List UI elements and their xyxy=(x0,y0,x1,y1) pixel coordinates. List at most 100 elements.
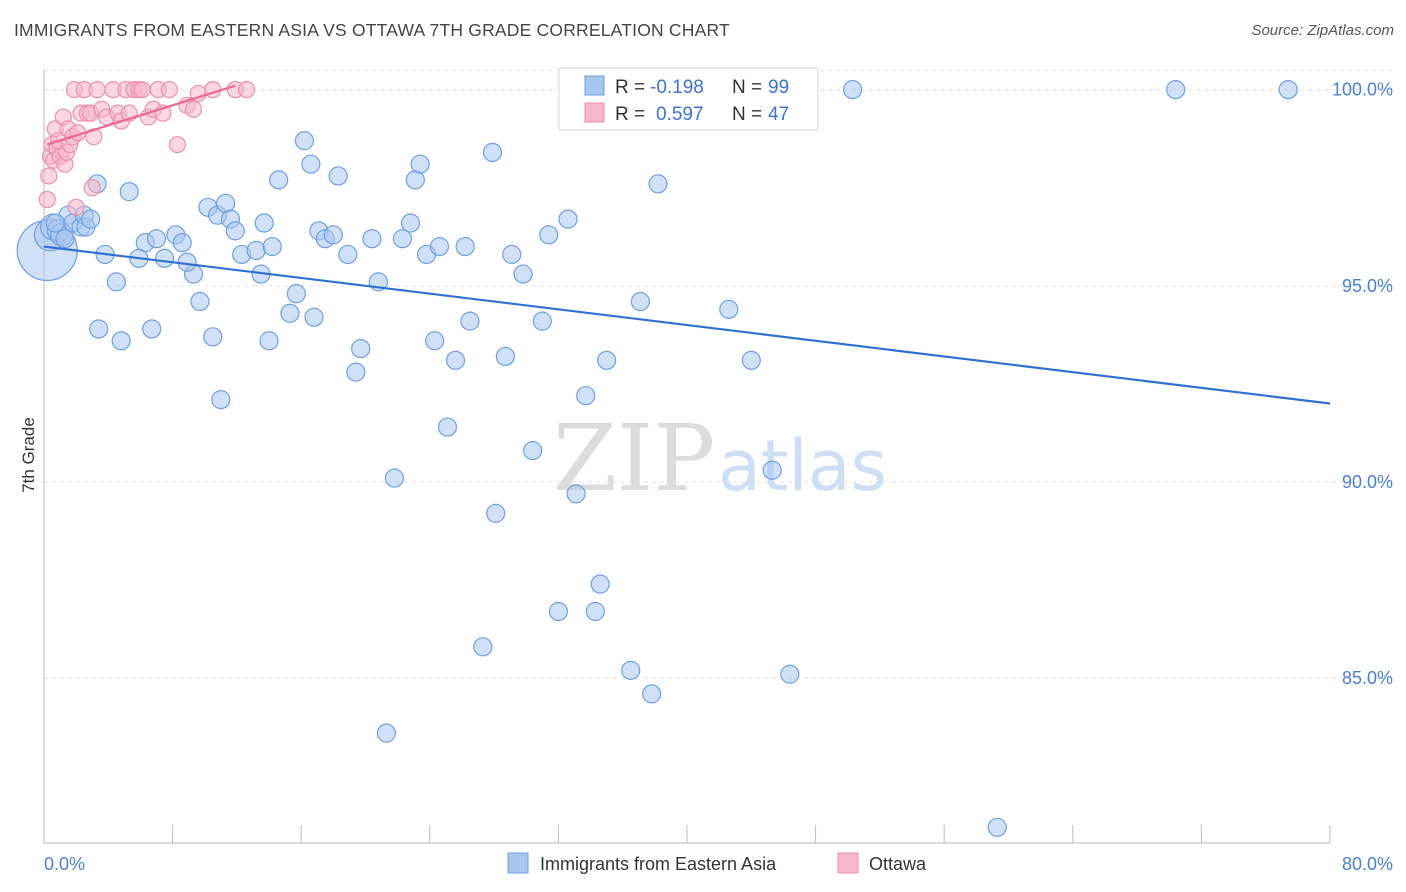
blue-point-54 xyxy=(445,350,466,370)
blue-point-66 xyxy=(548,601,569,622)
watermark: ZIP atlas xyxy=(553,405,887,512)
blue-point-25 xyxy=(225,221,245,241)
pink-point-24 xyxy=(88,81,106,99)
blue-point-47 xyxy=(400,213,421,233)
legend-r-value-blue: -0.198 xyxy=(650,77,704,98)
blue-point-15 xyxy=(146,229,167,249)
pink-point-39 xyxy=(160,81,178,99)
blue-point-34 xyxy=(301,154,321,174)
pink-point-46 xyxy=(237,81,256,99)
blue-point-61 xyxy=(502,244,522,265)
legend-r-label-pink: R = xyxy=(615,104,645,125)
y-tick-label-3: 100.0% xyxy=(1332,80,1393,100)
pink-point-0 xyxy=(38,190,56,209)
pink-point-16 xyxy=(67,198,85,216)
blue-point-68 xyxy=(566,484,586,504)
pink-point-22 xyxy=(83,179,101,197)
legend-r-label-blue: R = xyxy=(615,77,645,98)
blue-point-37 xyxy=(323,225,343,245)
blue-point-27 xyxy=(246,240,266,261)
source-label: Source: ZipAtlas.com xyxy=(1251,22,1394,39)
blue-point-96 xyxy=(142,319,162,339)
blue-point-76 xyxy=(648,174,668,194)
blue-point-60 xyxy=(495,346,515,367)
blue-point-67 xyxy=(558,209,578,229)
blue-point-78 xyxy=(719,299,739,319)
blue-point-83 xyxy=(987,817,1007,837)
legend-bottom-swatch-pink xyxy=(837,852,859,874)
blue-point-46 xyxy=(392,229,413,249)
blue-point-93 xyxy=(304,307,324,327)
blue-point-32 xyxy=(286,284,306,304)
legend-top: R = -0.198 N = 99 R = 0.597 N = 47 xyxy=(558,67,819,131)
blue-point-82 xyxy=(842,80,863,100)
blue-point-95 xyxy=(211,390,231,410)
trend-line-pink xyxy=(46,84,236,146)
legend-bottom: Immigrants from Eastern Asia Ottawa xyxy=(507,852,927,874)
blue-point-33 xyxy=(294,131,315,151)
series-blue-points xyxy=(16,80,1298,837)
blue-point-45 xyxy=(384,468,405,488)
legend-n-label-blue: N = xyxy=(732,77,762,98)
blue-point-52 xyxy=(429,236,450,257)
legend-swatch-blue xyxy=(584,75,605,96)
blue-point-73 xyxy=(621,660,641,680)
blue-point-51 xyxy=(425,331,445,351)
legend-bottom-label-blue: Immigrants from Eastern Asia xyxy=(540,854,777,874)
blue-point-86 xyxy=(45,213,65,233)
legend-n-value-blue: 99 xyxy=(768,77,789,98)
blue-point-41 xyxy=(351,338,371,359)
tick-labels: 85.0% 90.0% 95.0% 100.0% 0.0% 80.0% xyxy=(44,80,1393,874)
blue-point-42 xyxy=(362,229,382,249)
blue-point-13 xyxy=(119,182,139,202)
blue-point-49 xyxy=(410,154,430,174)
legend-bottom-swatch-blue xyxy=(507,852,529,874)
x-tick-label-1: 80.0% xyxy=(1342,854,1393,874)
blue-point-56 xyxy=(460,311,480,331)
blue-point-70 xyxy=(585,601,605,622)
blue-point-97 xyxy=(111,331,131,351)
blue-point-57 xyxy=(473,637,493,657)
grid-lines xyxy=(44,69,1393,679)
trend-lines xyxy=(43,84,1331,405)
pink-point-1 xyxy=(40,167,58,185)
blue-point-29 xyxy=(262,236,282,257)
blue-point-71 xyxy=(590,574,610,594)
blue-point-55 xyxy=(455,236,475,257)
blue-point-18 xyxy=(172,233,192,253)
blue-point-63 xyxy=(523,441,543,461)
legend-r-value-pink: 0.597 xyxy=(656,104,704,125)
blue-point-62 xyxy=(513,264,533,284)
blue-point-30 xyxy=(269,170,289,190)
blue-point-94 xyxy=(203,327,223,347)
legend-n-label-pink: N = xyxy=(732,104,762,125)
blue-point-87 xyxy=(55,229,75,249)
chart-title: IMMIGRANTS FROM EASTERN ASIA VS OTTAWA 7… xyxy=(14,20,730,40)
series-pink-points xyxy=(38,81,256,216)
blue-point-59 xyxy=(486,503,506,523)
blue-point-65 xyxy=(539,225,559,245)
blue-point-58 xyxy=(482,142,503,163)
pink-point-42 xyxy=(184,100,203,118)
blue-point-84 xyxy=(1166,80,1186,100)
x-tick-label-0: 0.0% xyxy=(44,854,85,874)
blue-point-88 xyxy=(81,209,101,229)
blue-point-16 xyxy=(154,248,175,268)
y-tick-label-1: 90.0% xyxy=(1342,472,1393,492)
blue-point-39 xyxy=(338,244,358,265)
blue-point-64 xyxy=(532,311,552,331)
y-axis-label: 7th Grade xyxy=(19,417,38,493)
blue-point-69 xyxy=(576,386,596,406)
blue-point-12 xyxy=(106,272,126,292)
blue-point-44 xyxy=(376,723,396,743)
trend-line-blue xyxy=(43,245,1331,405)
pink-point-34 xyxy=(133,81,151,99)
blue-point-98 xyxy=(89,319,109,339)
blue-point-85 xyxy=(1278,80,1298,100)
legend-n-value-pink: 47 xyxy=(768,104,789,125)
blue-point-20 xyxy=(190,291,210,312)
legend-bottom-label-pink: Ottawa xyxy=(869,854,927,874)
blue-point-53 xyxy=(437,417,458,437)
blue-point-80 xyxy=(762,460,782,480)
